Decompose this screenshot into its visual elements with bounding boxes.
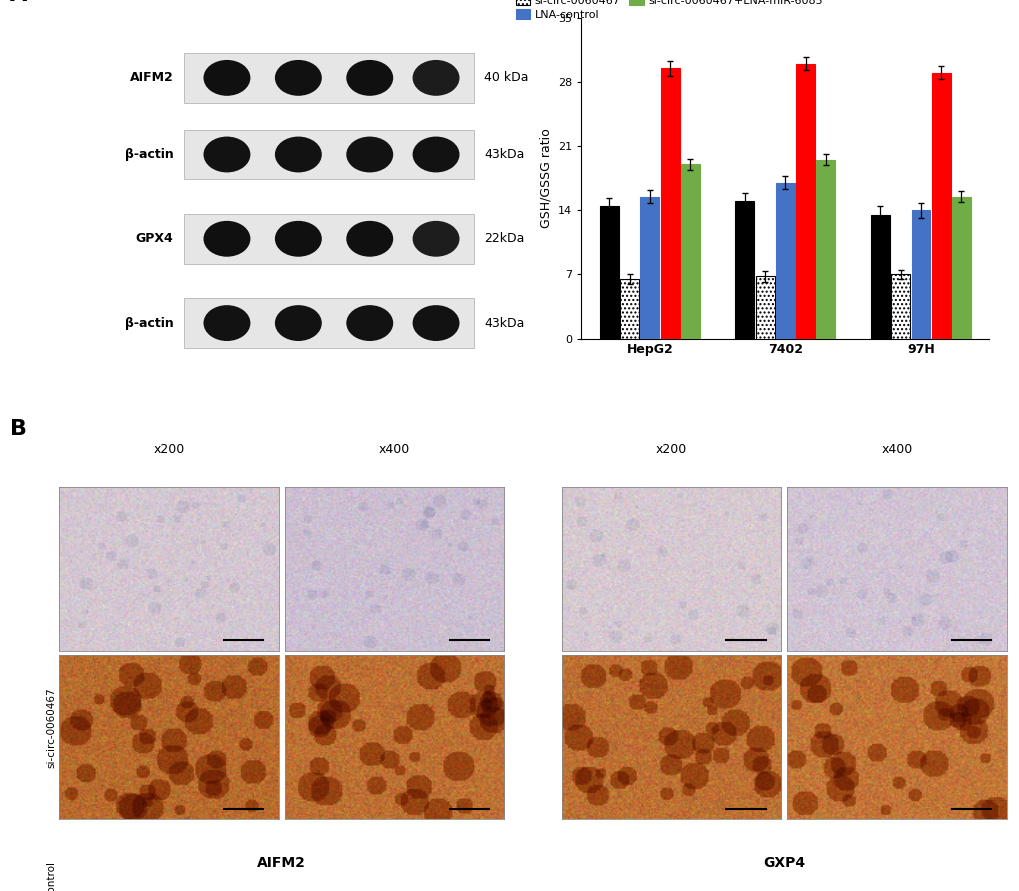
Ellipse shape	[275, 305, 322, 341]
Bar	[755, 276, 773, 339]
FancyBboxPatch shape	[183, 214, 474, 264]
Ellipse shape	[413, 136, 460, 173]
Ellipse shape	[204, 221, 251, 257]
Bar	[930, 73, 950, 339]
Text: B: B	[10, 419, 28, 439]
Bar	[951, 197, 970, 339]
Bar	[775, 183, 794, 339]
Text: si-circ-0060467: si-circ-0060467	[46, 688, 56, 768]
Ellipse shape	[413, 305, 460, 341]
Ellipse shape	[346, 60, 393, 96]
Bar	[796, 63, 814, 339]
Text: x400: x400	[880, 444, 912, 456]
FancyBboxPatch shape	[183, 129, 474, 179]
Text: 40 kDa: 40 kDa	[484, 71, 529, 85]
Text: x200: x200	[153, 444, 184, 456]
Ellipse shape	[346, 221, 393, 257]
Bar	[911, 210, 929, 339]
Bar	[815, 159, 835, 339]
Ellipse shape	[413, 221, 460, 257]
Ellipse shape	[204, 60, 251, 96]
Ellipse shape	[346, 136, 393, 173]
Ellipse shape	[346, 305, 393, 341]
Bar	[640, 197, 658, 339]
Bar	[891, 274, 909, 339]
Bar	[660, 69, 679, 339]
Bar	[870, 215, 889, 339]
FancyBboxPatch shape	[183, 298, 474, 348]
Text: si-circ-control: si-circ-control	[46, 861, 56, 891]
Ellipse shape	[275, 60, 322, 96]
Text: GXP4: GXP4	[762, 856, 804, 871]
Text: 43kDa: 43kDa	[484, 148, 525, 161]
Ellipse shape	[204, 136, 251, 173]
Text: 43kDa: 43kDa	[484, 316, 525, 330]
Bar	[620, 279, 639, 339]
Text: β-actin: β-actin	[124, 316, 173, 330]
Text: x400: x400	[379, 444, 410, 456]
Y-axis label: GSH/GSSG ratio: GSH/GSSG ratio	[539, 128, 552, 228]
Text: x200: x200	[655, 444, 686, 456]
Ellipse shape	[204, 305, 251, 341]
FancyBboxPatch shape	[183, 53, 474, 102]
Text: 22kDa: 22kDa	[484, 233, 525, 245]
Text: β-actin: β-actin	[124, 148, 173, 161]
Text: GPX4: GPX4	[136, 233, 173, 245]
Ellipse shape	[275, 221, 322, 257]
Bar	[599, 206, 619, 339]
Text: A: A	[10, 0, 28, 5]
Ellipse shape	[275, 136, 322, 173]
Text: AIFM2: AIFM2	[129, 71, 173, 85]
Bar	[681, 165, 699, 339]
Text: AIFM2: AIFM2	[257, 856, 306, 871]
Bar	[735, 201, 754, 339]
Legend: si-circ-control, si-circ-0060467, LNA-control, LNA-miR-6085, si-circ-0060467+LNA: si-circ-control, si-circ-0060467, LNA-co…	[513, 0, 824, 22]
Ellipse shape	[413, 60, 460, 96]
